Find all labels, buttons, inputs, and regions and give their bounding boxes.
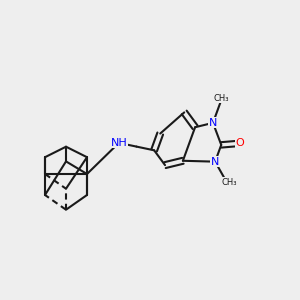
Text: N: N [209,118,217,128]
Text: N: N [211,157,219,167]
Text: CH₃: CH₃ [213,94,229,103]
Text: NH: NH [110,138,127,148]
Text: O: O [235,138,244,148]
Text: CH₃: CH₃ [222,178,237,187]
